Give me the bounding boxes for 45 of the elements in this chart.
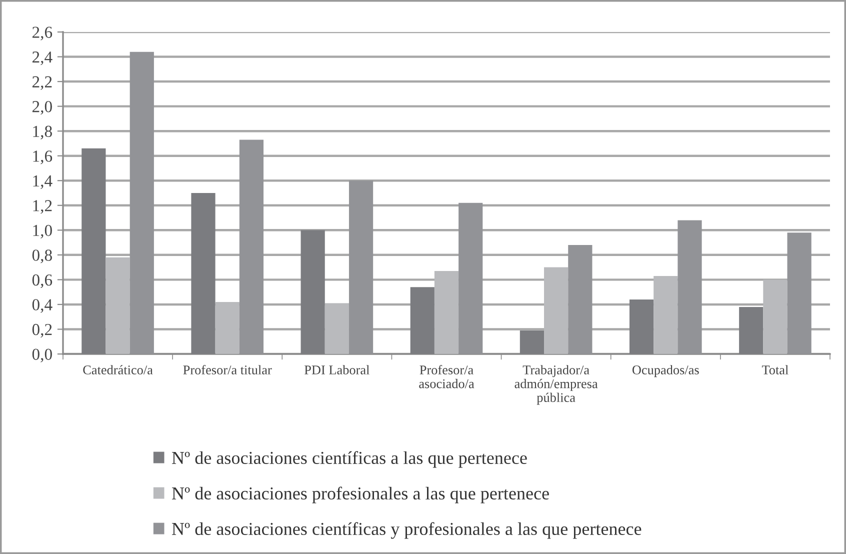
x-tick-label: Ocupados/as xyxy=(632,365,699,378)
bar xyxy=(434,271,459,354)
bar xyxy=(410,287,434,354)
y-tick-label: 1,8 xyxy=(33,126,52,140)
y-tick-label: 2,6 xyxy=(32,26,52,40)
y-tick-label: 2,0 xyxy=(32,101,52,115)
y-tick-label: 0,2 xyxy=(32,324,52,338)
bar xyxy=(678,220,702,354)
y-tick-label: 1,0 xyxy=(33,224,52,238)
bar xyxy=(324,303,349,354)
bar xyxy=(654,276,678,354)
legend-label: Nº de asociaciones profesionales a las que pertenece xyxy=(172,486,549,504)
bar xyxy=(191,193,216,354)
bar xyxy=(787,232,812,354)
bar xyxy=(763,280,788,354)
bar xyxy=(739,306,764,354)
bar xyxy=(300,230,325,354)
bar xyxy=(458,202,483,354)
bar xyxy=(520,330,544,354)
x-tick-label: Profesor/a titular xyxy=(183,364,272,374)
bar xyxy=(239,140,264,354)
x-tick-label: Profesor/a asociado/a xyxy=(419,364,474,388)
bar xyxy=(215,302,240,354)
y-tick-label: 1,4 xyxy=(33,175,52,189)
y-tick-label: 2,2 xyxy=(32,76,52,90)
x-tick-label: PDI Laboral xyxy=(304,365,370,374)
bar xyxy=(82,148,106,354)
bar xyxy=(629,300,654,354)
x-tick-label: Trabajador/a admón/empresa pública xyxy=(514,365,598,405)
bar xyxy=(544,267,568,354)
y-tick-label: 2,4 xyxy=(32,52,52,66)
bar xyxy=(130,52,154,354)
y-tick-label: 0,8 xyxy=(32,250,52,264)
y-tick-label: 1,2 xyxy=(33,200,52,214)
y-tick-label: 0,6 xyxy=(32,274,52,288)
bar xyxy=(348,180,374,354)
y-tick-label: 0,4 xyxy=(32,299,52,313)
legend-label: Nº de asociaciones científicas a las que pertenece xyxy=(172,451,527,468)
legend-label: Nº de asociaciones científicas y profesionales a las que pertenece xyxy=(172,522,642,539)
x-tick-label: Total xyxy=(762,365,788,374)
x-tick-label: Catedrático/a xyxy=(83,365,153,374)
bar xyxy=(568,245,592,354)
y-tick-label: 0,0 xyxy=(32,348,52,362)
bar xyxy=(106,257,130,354)
y-tick-label: 1,6 xyxy=(33,150,52,164)
